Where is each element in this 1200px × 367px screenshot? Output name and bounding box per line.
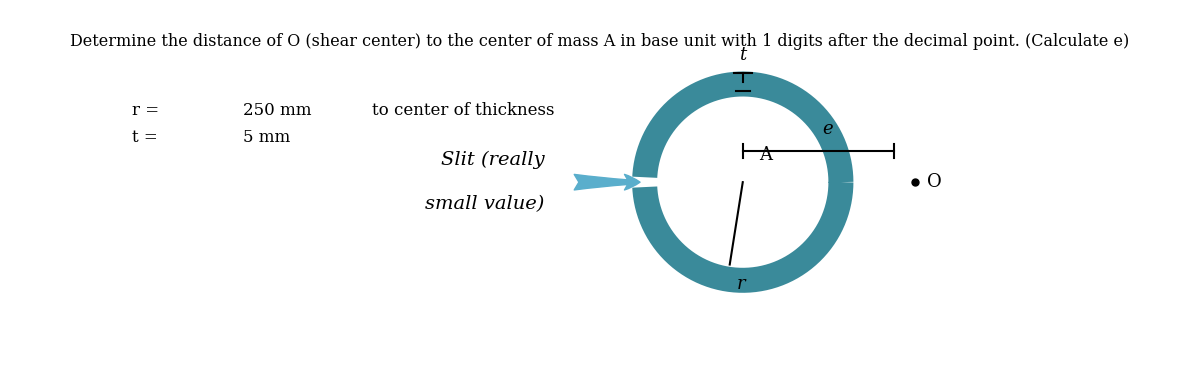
- Text: t =: t =: [132, 129, 157, 146]
- Text: to center of thickness: to center of thickness: [372, 102, 554, 119]
- Text: small value): small value): [425, 196, 545, 214]
- Text: Determine the distance of O (shear center) to the center of mass A in base unit : Determine the distance of O (shear cente…: [71, 33, 1129, 50]
- Text: 250 mm: 250 mm: [244, 102, 312, 119]
- Text: Slit (really: Slit (really: [442, 150, 545, 169]
- Text: t: t: [739, 46, 746, 64]
- Text: r =: r =: [132, 102, 158, 119]
- Text: 5 mm: 5 mm: [244, 129, 290, 146]
- Text: r: r: [737, 275, 745, 293]
- Text: A: A: [758, 146, 772, 164]
- Text: O: O: [928, 173, 942, 191]
- Text: e: e: [822, 120, 833, 138]
